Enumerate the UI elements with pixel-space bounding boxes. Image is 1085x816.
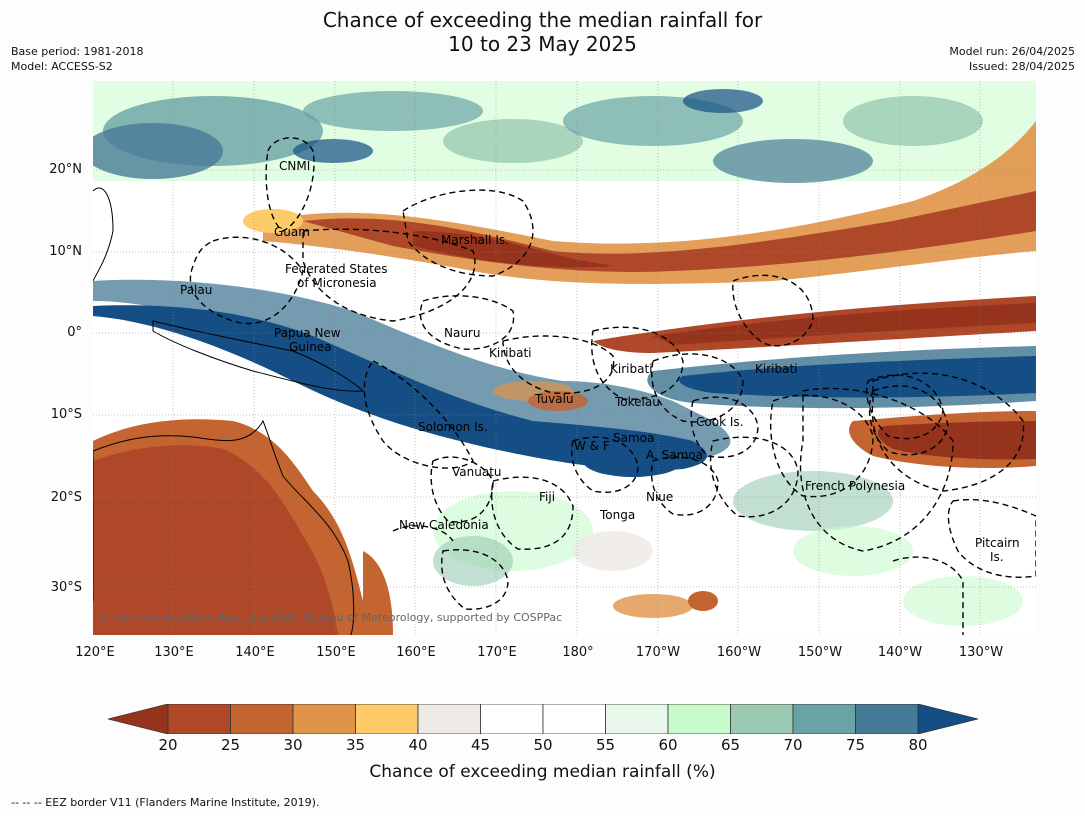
- label-new-caledonia: New Caledonia: [399, 518, 489, 532]
- label-vanuatu: Vanuatu: [452, 465, 502, 479]
- meta-left: Base period: 1981-2018 Model: ACCESS-S2: [11, 44, 143, 74]
- lon-label: 160°E: [396, 645, 436, 660]
- label-pitcairn-2: Is.: [990, 550, 1004, 564]
- lat-label: 30°S: [50, 580, 82, 595]
- colorbar-tick: 40: [408, 736, 428, 754]
- lon-label: 170°W: [635, 645, 681, 660]
- colorbar-tick: 70: [783, 736, 803, 754]
- label-niue: Niue: [646, 490, 673, 504]
- colorbar-tick: 65: [720, 736, 741, 754]
- colorbar-tick: 20: [158, 736, 178, 754]
- base-period: Base period: 1981-2018: [11, 45, 144, 58]
- colorbar-segment: [480, 704, 544, 734]
- colorbar-tick: 60: [658, 736, 678, 754]
- label-french-polynesia: French Polynesia: [805, 479, 905, 493]
- colorbar-tick: 55: [595, 736, 616, 754]
- lon-label: 160°W: [716, 645, 762, 660]
- rainfall-map: CNMI Guam Marshall Is. Federated States …: [93, 81, 1036, 635]
- lon-label: 150°E: [316, 645, 356, 660]
- equatorial-dry-band: [593, 296, 1036, 353]
- map-svg: CNMI Guam Marshall Is. Federated States …: [93, 81, 1036, 635]
- colorbar-tick: 80: [908, 736, 928, 754]
- north-dry-band: [263, 121, 1036, 284]
- colorbar-segment: [417, 704, 481, 734]
- lat-label: 20°S: [50, 490, 82, 505]
- lon-label: 170°E: [477, 645, 517, 660]
- label-cnmi: CNMI: [279, 159, 310, 173]
- colorbar-segment: [230, 704, 294, 734]
- colorbar-tick: 25: [220, 736, 241, 754]
- colorbar-tick: 50: [533, 736, 553, 754]
- graticule: [93, 81, 1036, 635]
- label-guam: Guam: [274, 225, 310, 239]
- colorbar-segment: [792, 704, 856, 734]
- colorbar-under-triangle: [108, 704, 169, 734]
- label-kiribati-west: Kiribati: [489, 346, 531, 360]
- label-fsm-1: Federated States: [285, 262, 387, 276]
- colorbar-tick: 30: [283, 736, 303, 754]
- copyright-text: © Commonwealth of Australia 2025, Bureau…: [99, 611, 562, 624]
- lon-label: 130°W: [958, 645, 1004, 660]
- label-tokelau: Tokelau: [614, 395, 660, 409]
- label-nauru: Nauru: [444, 326, 480, 340]
- lat-label: 10°S: [50, 407, 82, 422]
- title-line-1: Chance of exceeding the median rainfall …: [322, 8, 763, 32]
- label-samoa: Samoa: [613, 431, 654, 445]
- eez-footer: -- -- -- EEZ border V11 (Flanders Marine…: [11, 796, 320, 809]
- label-wallis-futuna: W & F: [574, 439, 610, 453]
- wet-band: [93, 279, 1036, 477]
- label-png-2: Guinea: [289, 340, 332, 354]
- label-fsm-2: of Micronesia: [297, 276, 377, 290]
- label-palau: Palau: [180, 283, 212, 297]
- region-labels: CNMI Guam Marshall Is. Federated States …: [180, 159, 1020, 564]
- label-solomon: Solomon Is.: [418, 420, 488, 434]
- colorbar-segment: [542, 704, 606, 734]
- coastlines: [93, 187, 365, 635]
- model-run: Model run: 26/04/2025: [949, 45, 1075, 58]
- eez-borders: [189, 137, 1036, 635]
- australia-dry-region: [93, 209, 718, 635]
- label-kiribati-east: Kiribati: [755, 362, 797, 376]
- label-marshall: Marshall Is.: [441, 233, 509, 247]
- colorbar-label: Chance of exceeding median rainfall (%): [369, 762, 716, 782]
- colorbar-segment: [167, 704, 231, 734]
- lon-label: 120°E: [75, 645, 115, 660]
- lon-label: 140°W: [877, 645, 923, 660]
- colorbar-segment: [667, 704, 731, 734]
- label-png-1: Papua New: [274, 326, 341, 340]
- lon-label: 180°: [562, 645, 594, 660]
- colorbar-tick: 35: [345, 736, 366, 754]
- lat-label: 10°N: [49, 244, 82, 259]
- label-pitcairn-1: Pitcairn: [975, 536, 1020, 550]
- lat-label: 20°N: [49, 162, 82, 177]
- colorbar: [108, 704, 978, 734]
- map-title: Chance of exceeding the median rainfall …: [0, 8, 1085, 56]
- colorbar-over-triangle: [917, 704, 978, 734]
- label-fiji: Fiji: [539, 490, 555, 504]
- label-kiribati-central: Kiribati: [610, 362, 652, 376]
- meta-right: Model run: 26/04/2025 Issued: 28/04/2025: [949, 44, 1075, 74]
- label-tonga: Tonga: [599, 508, 635, 522]
- colorbar-segment: [605, 704, 669, 734]
- colorbar-segment: [730, 704, 794, 734]
- label-cook-islands: Cook Is.: [696, 415, 743, 429]
- colorbar-tick: 75: [845, 736, 866, 754]
- title-line-2: 10 to 23 May 2025: [448, 32, 637, 56]
- label-tuvalu: Tuvalu: [534, 392, 574, 406]
- lon-label: 150°W: [797, 645, 843, 660]
- issued-date: Issued: 28/04/2025: [968, 60, 1075, 73]
- lon-label: 130°E: [154, 645, 194, 660]
- north-wet-band: [93, 81, 1036, 183]
- colorbar-segment: [855, 704, 919, 734]
- colorbar-segments: [108, 704, 978, 734]
- colorbar-tick: 45: [470, 736, 491, 754]
- colorbar-segment: [292, 704, 356, 734]
- label-american-samoa: A. Samoa: [646, 448, 703, 462]
- model-name: Model: ACCESS-S2: [11, 60, 113, 73]
- lat-label: 0°: [67, 325, 82, 340]
- colorbar-segment: [355, 704, 419, 734]
- lon-label: 140°E: [235, 645, 275, 660]
